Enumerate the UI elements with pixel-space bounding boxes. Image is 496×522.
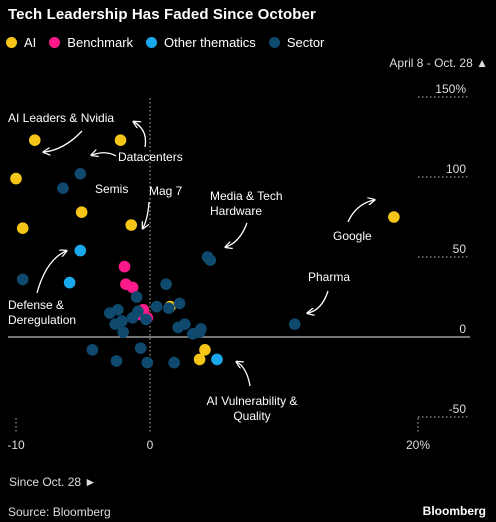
annotation-line-ai-leaders-nvidia-0: AI Leaders & Nvidia bbox=[8, 111, 114, 125]
legend-item-ai: AI bbox=[6, 35, 36, 50]
source-note: Source: Bloomberg bbox=[8, 505, 111, 519]
point-sector-24 bbox=[141, 356, 154, 369]
annotation-line-pharma-0: Pharma bbox=[308, 270, 350, 284]
y-tick-label-50: -50 bbox=[449, 402, 467, 416]
y-axis-caption: April 8 - Oct. 28 ▲ bbox=[389, 56, 488, 70]
legend-label-other-thematics: Other thematics bbox=[164, 35, 256, 50]
arrow-pharma bbox=[308, 290, 329, 313]
annotation-pharma: Pharma bbox=[308, 270, 350, 284]
point-ai-0 bbox=[28, 134, 41, 146]
legend-item-sector: Sector bbox=[268, 35, 325, 50]
point-sector-1 bbox=[57, 182, 69, 194]
point-sector-22 bbox=[134, 342, 147, 355]
arrow-google bbox=[347, 200, 374, 223]
point-sector-11 bbox=[150, 300, 163, 313]
point-sector-27 bbox=[173, 297, 186, 310]
point-sector-2 bbox=[16, 273, 29, 286]
point-sector-23 bbox=[110, 355, 123, 367]
chart-title: Tech Leadership Has Faded Since October bbox=[8, 6, 316, 23]
annotation-line-media-tech-hardware-0: Media & Tech bbox=[210, 189, 283, 203]
legend-item-other-thematics: Other thematics bbox=[146, 35, 256, 50]
legend: AI Benchmark Other thematics Sector bbox=[6, 35, 337, 50]
annotation-line-ai-vulnerability-quality-1: Quality bbox=[233, 409, 270, 423]
point-ai-1 bbox=[10, 172, 22, 185]
arrow-mag-7 bbox=[143, 201, 150, 228]
y-tick-label-50: 50 bbox=[453, 242, 467, 256]
annotation-line-ai-vulnerability-quality-0: AI Vulnerability & bbox=[207, 394, 298, 408]
legend-label-benchmark: Benchmark bbox=[67, 35, 134, 50]
point-sector-0 bbox=[74, 168, 87, 180]
series-other-thematics bbox=[63, 244, 223, 366]
arrow-media-tech-hardware bbox=[226, 222, 248, 247]
annotation-semis: Semis bbox=[95, 182, 128, 196]
x-tick-label-0: 0 bbox=[147, 438, 154, 452]
arrow-ai-leaders-nvidia bbox=[44, 130, 83, 152]
annotation-ai-vulnerability-quality: AI Vulnerability & Quality bbox=[207, 394, 298, 423]
arrow-defense-deregulation bbox=[36, 251, 66, 294]
annotation-line-semis-0: Semis bbox=[95, 182, 128, 196]
annotation-line-google-0: Google bbox=[333, 229, 372, 243]
annotation-media-tech-hardware: Media & Tech Hardware bbox=[210, 189, 283, 218]
annotation-defense-deregulation: Defense & Deregulation bbox=[8, 298, 76, 327]
point-ai-7 bbox=[193, 353, 206, 366]
legend-swatch-other-thematics bbox=[146, 37, 158, 48]
point-sector-12 bbox=[162, 302, 175, 315]
annotation-line-datacenters-0: Datacenters bbox=[118, 150, 183, 164]
point-other-thematics-1 bbox=[63, 276, 76, 289]
x-tick-label-10: -10 bbox=[7, 438, 25, 452]
arrow-ai-vulnerability-quality bbox=[237, 362, 251, 387]
point-benchmark-2 bbox=[126, 281, 139, 294]
point-ai-4 bbox=[114, 134, 127, 146]
arrow-ai-leaders-top bbox=[134, 122, 147, 148]
point-sector-25 bbox=[168, 356, 180, 369]
point-ai-8 bbox=[388, 211, 400, 223]
point-sector-28 bbox=[132, 305, 144, 318]
point-other-thematics-0 bbox=[74, 244, 87, 257]
arrow-datacenters bbox=[92, 153, 117, 156]
point-sector-19 bbox=[204, 254, 217, 266]
legend-swatch-benchmark bbox=[49, 37, 61, 48]
point-sector-17 bbox=[195, 323, 207, 335]
x-axis-caption: Since Oct. 28 ► bbox=[9, 475, 97, 489]
legend-swatch-ai bbox=[6, 37, 17, 48]
point-sector-14 bbox=[179, 318, 191, 331]
annotation-line-defense-deregulation-1: Deregulation bbox=[8, 313, 76, 327]
point-ai-9 bbox=[199, 344, 211, 356]
annotation-google: Google bbox=[333, 229, 372, 243]
legend-swatch-sector bbox=[268, 37, 280, 48]
legend-item-benchmark: Benchmark bbox=[49, 35, 133, 50]
legend-label-ai: AI bbox=[24, 35, 37, 50]
y-tick-label-0: 0 bbox=[459, 322, 466, 336]
point-sector-8 bbox=[117, 326, 129, 339]
y-tick-label-100: 100 bbox=[446, 162, 466, 176]
point-sector-26 bbox=[160, 278, 172, 291]
point-sector-21 bbox=[86, 344, 99, 356]
point-sector-7 bbox=[109, 318, 121, 331]
annotation-ai-leaders-nvidia: AI Leaders & Nvidia bbox=[8, 111, 114, 125]
annotation-line-defense-deregulation-0: Defense & bbox=[8, 298, 64, 312]
annotation-line-media-tech-hardware-1: Hardware bbox=[210, 204, 262, 218]
point-ai-3 bbox=[75, 206, 88, 218]
y-tick-label-150: 150% bbox=[435, 82, 466, 96]
point-other-thematics-2 bbox=[211, 353, 223, 366]
point-benchmark-0 bbox=[118, 260, 131, 273]
annotation-datacenters: Datacenters bbox=[118, 150, 183, 164]
bloomberg-logo: Bloomberg bbox=[422, 504, 486, 518]
x-tick-label-20: 20% bbox=[406, 438, 430, 452]
point-ai-5 bbox=[125, 219, 138, 231]
point-sector-10 bbox=[140, 313, 152, 326]
point-sector-9 bbox=[130, 291, 143, 303]
legend-label-sector: Sector bbox=[286, 35, 325, 50]
point-sector-20 bbox=[288, 318, 301, 331]
point-sector-4 bbox=[112, 304, 124, 316]
annotation-line-mag-7-0: Mag 7 bbox=[149, 184, 183, 198]
point-ai-2 bbox=[16, 222, 29, 234]
annotation-mag-7: Mag 7 bbox=[149, 184, 183, 198]
series-sector bbox=[16, 168, 301, 369]
